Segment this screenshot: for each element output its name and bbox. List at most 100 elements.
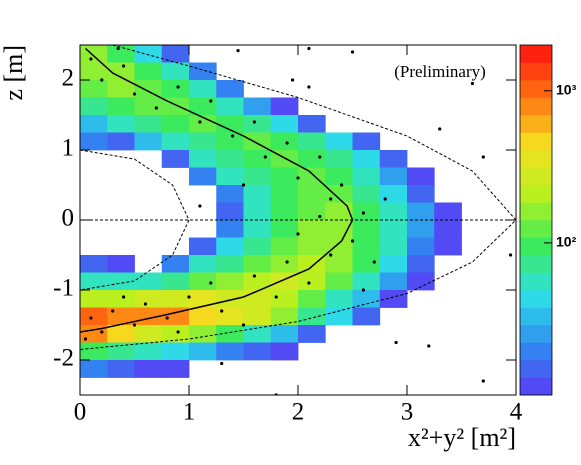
point	[116, 46, 120, 51]
heatmap-cell	[325, 150, 353, 168]
heatmap-cell	[243, 342, 272, 361]
heatmap-cell	[189, 290, 217, 308]
overlay	[80, 45, 516, 395]
point	[231, 134, 235, 138]
heatmap-cell	[270, 342, 299, 361]
heatmap-cell	[407, 255, 435, 273]
heatmap-cell	[107, 45, 135, 63]
heatmap-cell	[325, 185, 353, 203]
heatmap-cell	[352, 167, 381, 186]
heatmap-cell	[434, 202, 462, 221]
heatmap-cell	[325, 272, 353, 291]
heatmap-cell	[352, 132, 381, 151]
heatmap-cell	[379, 150, 408, 168]
heatmap-cell	[243, 220, 272, 238]
heatmap-cell	[243, 167, 272, 186]
point	[350, 239, 355, 243]
point	[165, 316, 169, 320]
y-tick-label: -1	[53, 275, 74, 302]
heatmap-cell	[407, 185, 435, 203]
colorbar-band	[520, 45, 552, 63]
heatmap-cell	[270, 97, 299, 116]
heatmap-cell	[134, 307, 163, 326]
colorbar-band	[520, 185, 552, 203]
point	[209, 99, 213, 103]
point	[100, 78, 104, 82]
colorbar-band	[520, 80, 552, 98]
heatmap-cell	[352, 307, 381, 326]
point	[122, 295, 126, 299]
heatmap-cell	[161, 150, 190, 168]
heatmap-cell	[80, 360, 108, 378]
heatmap-cell	[216, 290, 244, 308]
point	[220, 309, 224, 313]
heatmap-cell	[189, 167, 217, 186]
x-tick-label: 4	[510, 399, 523, 426]
heatmap-cell	[189, 132, 217, 151]
heatmap-cell	[189, 80, 217, 98]
heatmap-cell	[80, 115, 108, 133]
heatmap-cell	[107, 325, 135, 343]
point	[83, 337, 88, 341]
point	[252, 274, 256, 278]
heatmap-cell	[325, 202, 353, 221]
heatmap-cell	[325, 255, 353, 273]
point	[481, 155, 485, 159]
point	[176, 85, 180, 89]
heatmap-cell	[379, 237, 408, 256]
heatmap-cell	[161, 255, 190, 273]
heatmap-cell	[407, 220, 435, 238]
heatmap-cell	[325, 290, 353, 308]
heatmap-cell	[270, 202, 299, 221]
heatmap-cell	[161, 342, 190, 361]
heatmap-cell	[161, 45, 190, 63]
point	[329, 253, 333, 257]
heatmap-cell	[216, 167, 244, 186]
point	[241, 183, 246, 187]
point	[470, 81, 474, 86]
point	[481, 379, 485, 383]
heatmap-cell	[161, 80, 190, 98]
heatmap-cell	[189, 272, 217, 291]
heatmap-cell	[80, 80, 108, 98]
point	[236, 49, 240, 53]
heatmap-cell	[161, 115, 190, 133]
point	[340, 183, 344, 187]
point	[350, 50, 355, 54]
heatmap-cell	[325, 167, 353, 186]
heatmap-cell	[134, 342, 163, 361]
heatmap-cell	[298, 272, 326, 291]
heatmap-cell	[189, 115, 217, 133]
heatmap-cell	[216, 325, 244, 343]
heatmap-cell	[216, 202, 244, 221]
heatmap-cell	[161, 62, 190, 81]
colorbar-band	[520, 360, 552, 378]
heatmap-cell	[298, 237, 326, 256]
heatmap-cell	[352, 220, 381, 238]
point	[394, 340, 398, 345]
heatmap-cell	[189, 342, 217, 361]
axes: 0 1 2 3 4 -2 -1 0 1 2 10² 10³	[53, 44, 577, 426]
heatmap-cell	[298, 220, 326, 238]
heatmap-cell	[243, 185, 272, 203]
colorbar-band	[520, 255, 552, 273]
point	[318, 155, 322, 159]
heatmap-cell	[298, 132, 326, 151]
x-tick-label: 1	[183, 399, 196, 426]
heatmap-cell	[352, 255, 381, 273]
heatmap-cell	[80, 62, 108, 81]
point	[176, 330, 180, 334]
heatmap-cell	[189, 255, 217, 273]
point	[296, 232, 300, 236]
point	[198, 120, 202, 124]
heatmap-cell	[298, 255, 326, 273]
point	[361, 211, 365, 215]
colorbar-tick-label: 10²	[556, 234, 577, 250]
point	[252, 120, 256, 124]
point	[427, 344, 431, 348]
point	[307, 46, 311, 51]
heatmap-cell	[80, 272, 108, 291]
heatmap-cell	[352, 202, 381, 221]
point	[508, 253, 513, 257]
